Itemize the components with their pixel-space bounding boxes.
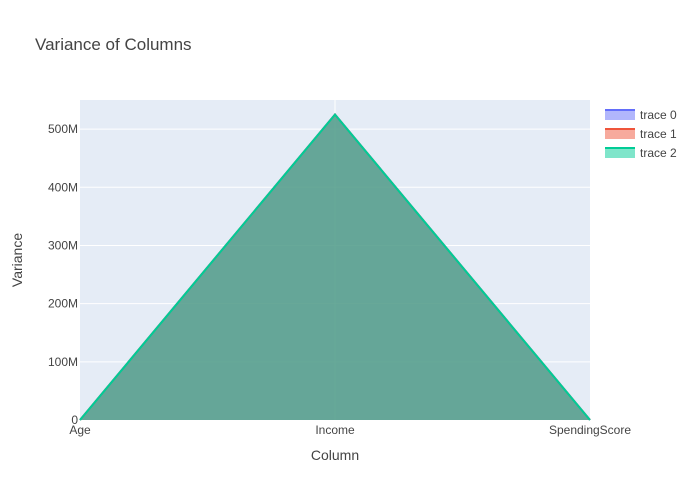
legend-item[interactable]: trace 2 <box>605 146 677 160</box>
legend-label: trace 0 <box>640 108 677 122</box>
y-axis-title: Variance <box>9 233 25 287</box>
legend-label: trace 1 <box>640 127 677 141</box>
legend-swatch <box>605 110 635 120</box>
legend-swatch <box>605 148 635 158</box>
x-tick-labels: Age Income SpendingScore <box>69 423 631 437</box>
y-tick-label: 300M <box>48 238 78 252</box>
x-axis-title: Column <box>311 447 359 463</box>
y-tick-label: 0 <box>71 413 78 427</box>
legend-item[interactable]: trace 1 <box>605 127 677 141</box>
x-tick-label: SpendingScore <box>549 423 631 437</box>
y-tick-label: 400M <box>48 180 78 194</box>
chart-title: Variance of Columns <box>35 35 192 54</box>
legend-swatch <box>605 129 635 139</box>
series-line-trace-2 <box>79 112 591 421</box>
series-areas <box>79 112 591 421</box>
y-tick-labels: 0 100M 200M 300M 400M 500M <box>48 122 78 427</box>
area-fill-trace-2 <box>80 114 590 420</box>
y-tick-label: 200M <box>48 297 78 311</box>
x-tick-label: Income <box>315 423 355 437</box>
legend-item[interactable]: trace 0 <box>605 108 677 122</box>
legend: trace 0 trace 1 trace 2 <box>605 108 677 160</box>
x-tick-label: Age <box>69 423 91 437</box>
y-tick-label: 500M <box>48 122 78 136</box>
legend-label: trace 2 <box>640 146 677 160</box>
y-tick-label: 100M <box>48 355 78 369</box>
